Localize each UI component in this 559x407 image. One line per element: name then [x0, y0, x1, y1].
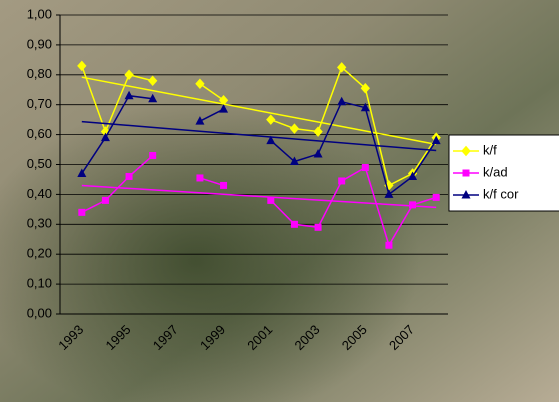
marker: [124, 90, 134, 100]
marker: [313, 149, 323, 158]
legend-marker: [461, 190, 471, 199]
legend-marker: [461, 145, 471, 157]
legend-marker: [462, 169, 470, 177]
legend-label: k/f: [483, 142, 497, 157]
trendline: [81, 76, 437, 146]
legend-label: k/ad: [483, 164, 508, 179]
marker: [360, 83, 370, 94]
marker: [148, 93, 158, 103]
y-tick-label: 0,60: [27, 126, 52, 141]
marker: [219, 104, 229, 113]
marker: [195, 116, 205, 125]
marker: [338, 177, 346, 185]
marker: [148, 75, 158, 87]
marker: [361, 163, 369, 171]
marker: [289, 156, 299, 166]
trendline: [81, 120, 437, 152]
marker: [409, 201, 417, 209]
marker: [78, 208, 86, 216]
y-tick-label: 0,50: [27, 156, 52, 171]
marker: [77, 168, 87, 177]
marker: [290, 220, 298, 228]
y-tick-label: 0,70: [27, 96, 52, 111]
y-tick-label: 0,30: [27, 216, 52, 231]
marker: [195, 78, 205, 90]
marker: [266, 114, 276, 125]
marker: [266, 135, 276, 145]
marker: [408, 171, 418, 180]
marker: [100, 132, 110, 142]
y-tick-label: 0,90: [27, 36, 52, 51]
marker: [337, 96, 347, 106]
y-tick-label: 0,20: [27, 246, 52, 261]
marker: [124, 69, 134, 81]
marker: [432, 193, 440, 201]
marker: [314, 223, 322, 231]
marker: [337, 62, 347, 73]
marker: [77, 60, 87, 72]
marker: [149, 152, 157, 160]
marker: [101, 196, 109, 204]
marker: [431, 135, 441, 145]
marker: [384, 189, 394, 198]
marker: [313, 126, 323, 137]
marker: [360, 102, 370, 112]
legend-label: k/f cor: [483, 186, 519, 201]
y-tick-label: 0,80: [27, 66, 52, 81]
series-line: [81, 154, 437, 248]
marker: [267, 196, 275, 204]
marker: [125, 172, 133, 180]
y-tick-label: 0,40: [27, 186, 52, 201]
marker: [385, 241, 393, 249]
trendline: [81, 184, 437, 209]
y-tick-label: 1,00: [27, 6, 52, 21]
marker: [289, 123, 300, 134]
y-tick-label: 0,10: [27, 276, 52, 291]
y-tick-label: 0,00: [27, 305, 52, 320]
marker: [220, 181, 228, 189]
marker: [196, 174, 204, 182]
